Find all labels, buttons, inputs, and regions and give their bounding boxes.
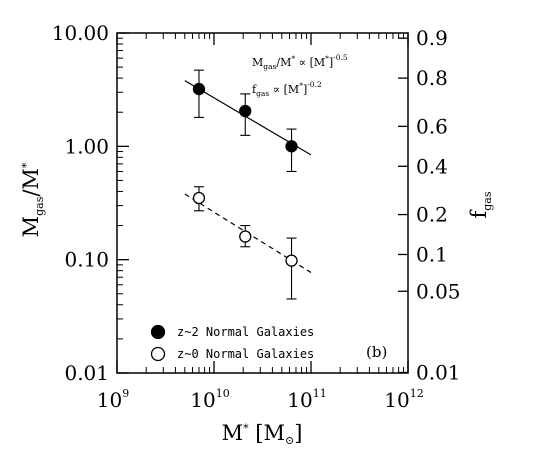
x-axis-label: M* [M⊙] bbox=[222, 421, 303, 447]
error-bars bbox=[193, 69, 297, 300]
annotation-mgas-relation: Mgas/M* ∝ [M*]-0.5 bbox=[252, 53, 348, 71]
x-tick-label: 1010 bbox=[190, 387, 229, 412]
y2-tick-label: 0.4 bbox=[416, 154, 448, 178]
y-tick-label: 0.01 bbox=[64, 361, 109, 385]
y2-tick-label: 0.1 bbox=[416, 242, 448, 266]
x-tick-label: 109 bbox=[97, 387, 129, 412]
legend-label-z2: z~2 Normal Galaxies bbox=[177, 325, 314, 339]
y-tick-label: 10.00 bbox=[52, 21, 109, 45]
x-axis-ticks: 109 1010 1011 1012 bbox=[97, 33, 424, 412]
x-tick-label: 1011 bbox=[287, 387, 326, 412]
y2-tick-label: 0.01 bbox=[416, 361, 461, 385]
legend-label-z0: z~0 Normal Galaxies bbox=[177, 347, 314, 361]
panel-label: (b) bbox=[366, 343, 387, 361]
plot-frame bbox=[116, 32, 409, 374]
legend: z~2 Normal Galaxies z~0 Normal Galaxies bbox=[150, 324, 314, 362]
y2-axis-label: fgas bbox=[467, 191, 494, 218]
data-point-z2 bbox=[192, 82, 206, 96]
data-point-z0 bbox=[285, 254, 298, 267]
data-point-z0 bbox=[239, 230, 252, 243]
y2-tick-label: 0.2 bbox=[416, 203, 448, 227]
y-tick-label: 0.10 bbox=[64, 248, 109, 272]
y2-tick-label: 0.05 bbox=[416, 279, 461, 303]
data-point-z2 bbox=[285, 140, 298, 153]
x-tick-label: 1012 bbox=[384, 387, 423, 412]
y-tick-label: 1.00 bbox=[64, 134, 109, 158]
y2-tick-label: 0.8 bbox=[416, 66, 448, 90]
data-points bbox=[192, 82, 298, 267]
y2-axis-ticks: 0.9 0.8 0.6 0.4 0.2 0.1 0.05 0.01 bbox=[398, 26, 461, 385]
y2-tick-label: 0.9 bbox=[416, 26, 448, 50]
data-point-z0 bbox=[192, 191, 206, 205]
legend-marker-filled bbox=[150, 324, 166, 340]
y2-tick-label: 0.6 bbox=[416, 114, 448, 138]
legend-marker-open bbox=[150, 346, 166, 362]
y-axis-label: Mgas/M* bbox=[19, 162, 46, 237]
data-point-z2 bbox=[239, 104, 252, 118]
y-axis-ticks: 10.00 1.00 0.10 0.01 bbox=[52, 21, 129, 385]
annotation-fgas-relation: fgas ∝ [M*]-0.2 bbox=[252, 80, 322, 98]
